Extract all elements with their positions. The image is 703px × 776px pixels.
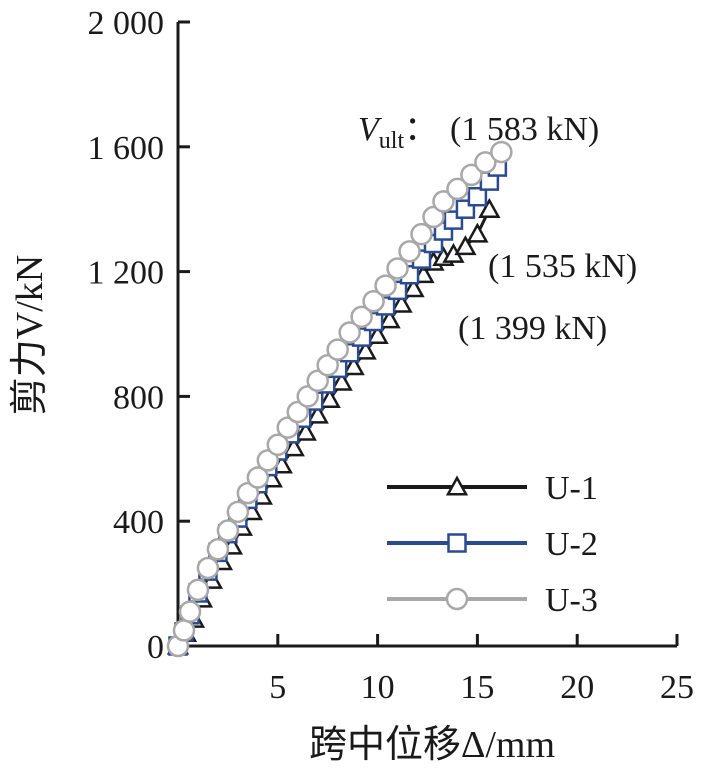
x-tick-label: 10 [361,669,395,706]
data-point-u-1 [402,277,425,298]
data-point-u-3 [306,369,329,393]
data-point-u-1 [378,308,401,329]
data-point-u-1 [366,323,389,345]
x-axis-title: 跨中位移Δ/mm [309,724,555,766]
data-point-u-3 [236,481,260,505]
data-point-u-1 [390,292,413,313]
data-point-u-3 [460,163,483,187]
data-point-u-3 [226,500,250,524]
data-point-u-3 [196,556,220,580]
legend-item-u-2: U-2 [387,526,598,563]
data-point-u-1 [454,235,477,256]
data-point-u-1 [294,420,317,441]
data-point-u-1 [354,339,377,360]
legend-label: U-2 [545,526,598,563]
data-point-u-1 [330,370,353,391]
data-point-u-1 [342,355,365,376]
data-point-u-3 [446,177,469,201]
y-axis-title: 剪力V/kN [9,255,51,415]
data-point-u-3 [410,222,433,246]
data-point-u-3 [490,140,513,164]
legend-item-u-1: U-1 [387,470,598,507]
data-point-u-3 [266,433,290,457]
data-point-u-3 [172,619,196,642]
data-point-u-3 [216,519,240,542]
legend-label: U-3 [545,582,598,619]
axes [176,22,677,648]
y-tick-label: 2 000 [88,5,165,42]
data-point-u-1 [466,222,489,243]
series-u-1 [166,197,501,655]
vult-label: Vult： [358,111,438,154]
x-tick-label: 5 [269,669,286,706]
x-tick-label: 25 [660,669,694,706]
data-point-u-3 [178,600,202,623]
legend-marker [447,533,467,553]
u1-ultimate-label: (1 399 kN) [458,310,607,347]
data-point-u-3 [422,205,445,229]
ticks: 0 400 800 1 200 1 600 2 000 5 10 15 20 25 [88,5,695,706]
data-point-u-3 [350,305,373,329]
data-point-u-3 [386,257,409,280]
data-point-u-3 [296,385,319,408]
series-u-3 [166,140,513,658]
data-point-u-3 [398,240,421,263]
data-point-u-1 [282,436,305,457]
y-tick-label: 400 [113,504,164,541]
data-point-u-3 [286,400,310,424]
vult-subscript: ult [379,128,405,154]
legend-label: U-1 [545,470,598,507]
y-tick-label: 1 200 [88,255,165,292]
data-point-u-3 [186,578,210,602]
y-tick-label: 800 [113,379,164,416]
data-point-u-3 [432,190,455,213]
data-point-u-3 [256,449,280,472]
legend-item-u-3: U-3 [387,582,598,619]
data-point-u-3 [316,353,339,377]
series-line-u-1 [176,208,491,647]
u2-ultimate-label: (1 535 kN) [488,248,637,285]
y-tick-label: 0 [147,629,164,666]
legend: U-1 U-2 U-3 [387,470,598,619]
series [166,140,513,658]
legend-marker [445,475,469,496]
x-tick-label: 20 [560,669,594,706]
data-point-u-1 [478,197,501,218]
data-point-u-3 [474,151,497,174]
y-tick-label: 1 600 [88,130,165,167]
data-point-u-1 [318,387,341,408]
ultimate-load-annotations: Vult： (1 583 kN) (1 535 kN) (1 399 kN) [358,111,637,347]
data-point-u-3 [338,321,361,344]
data-point-u-3 [206,538,230,561]
data-point-u-3 [374,274,397,297]
data-point-u-3 [246,466,270,489]
data-point-u-3 [276,416,300,439]
vult-colon: ： [404,111,438,148]
data-point-u-3 [362,289,385,313]
data-point-u-3 [326,338,349,361]
data-point-u-1 [306,403,329,424]
legend-marker [445,587,469,611]
x-tick-label: 15 [460,669,494,706]
data-point-u-2 [467,186,488,207]
u3-ultimate-label: (1 583 kN) [450,111,599,148]
